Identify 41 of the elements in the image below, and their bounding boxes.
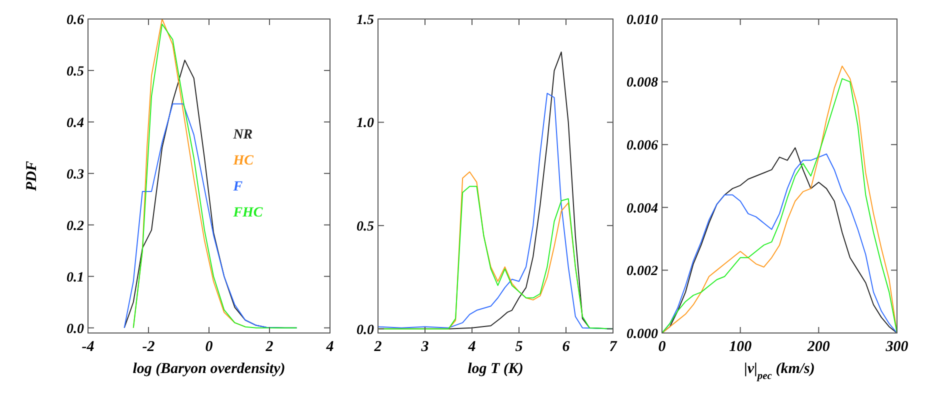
x-tick-label: 6 (562, 339, 570, 355)
y-tick-label: 0.2 (66, 218, 84, 234)
x-tick-label: -4 (82, 339, 95, 355)
y-tick-label: 0.5 (356, 219, 374, 234)
y-tick-label: 0.5 (66, 64, 84, 80)
x-axis-title: log T (K) (468, 361, 524, 377)
y-tick-label: 0.010 (626, 12, 658, 28)
line-series (132, 24, 298, 328)
x-tick-label: 3 (420, 339, 430, 355)
y-tick-label: 0.004 (626, 201, 658, 216)
x-tick-label: 2 (264, 339, 274, 355)
x-tick-label: 100 (729, 339, 752, 355)
y-tick-label: 0.000 (626, 326, 658, 342)
x-tick-label: 0 (658, 339, 666, 355)
y-tick-label: 0.008 (626, 76, 658, 91)
x-tick-label: -2 (142, 339, 156, 355)
y-tick-label: 1.5 (356, 12, 374, 28)
y-tick-label: 1.0 (356, 116, 374, 132)
y-tick-label: 0.002 (626, 264, 658, 280)
series-label: F (232, 179, 244, 194)
x-tick-label: 5 (515, 339, 524, 355)
text: NR (232, 127, 253, 142)
x-tick-label: 7 (609, 339, 618, 355)
x-tick-label: 2 (373, 339, 382, 355)
x-tick-label: 0 (205, 339, 214, 355)
y-tick-label: 0.0 (356, 322, 374, 338)
text: HC (232, 153, 254, 168)
x-tick-label: 4 (325, 339, 334, 355)
text: FHC (232, 205, 264, 220)
y-tick-label: 0.4 (66, 116, 84, 131)
x-tick-label: 4 (467, 339, 476, 355)
y-tick-label: 0.0 (66, 322, 84, 337)
y-tick-label: 0.3 (66, 167, 84, 182)
y-axis-title: PDF (24, 161, 40, 191)
y-tick-label: 0.1 (66, 270, 84, 286)
x-axis-title: |v|$_{pec}$ (km/s) (744, 361, 815, 382)
x-tick-label: 300 (884, 339, 909, 355)
y-tick-label: 0.006 (626, 138, 658, 154)
y-tick-label: 0.6 (66, 12, 84, 28)
x-axis-title: log (Baryon overdensity) (132, 361, 286, 377)
x-tick-label: 200 (806, 339, 830, 355)
